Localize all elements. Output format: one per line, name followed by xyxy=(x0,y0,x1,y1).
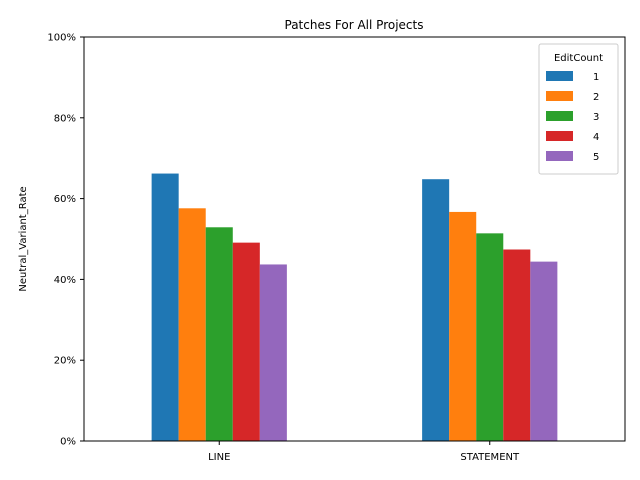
legend-swatch-4 xyxy=(546,131,573,141)
legend-swatch-5 xyxy=(546,151,573,161)
bar-line-editcount-1 xyxy=(151,173,179,441)
legend-swatch-2 xyxy=(546,91,573,101)
legend-title: EditCount xyxy=(554,53,603,64)
bar-line-editcount-5 xyxy=(259,264,287,441)
y-axis-label: Neutral_Variant_Rate xyxy=(18,186,29,291)
y-tick-label: 0% xyxy=(60,437,76,448)
legend-swatch-3 xyxy=(546,111,573,121)
legend-label-5: 5 xyxy=(593,152,599,163)
bar-line-editcount-2 xyxy=(178,208,206,441)
y-tick-label: 80% xyxy=(54,113,76,124)
y-tick-label: 20% xyxy=(54,356,76,367)
x-tick-label-statement: STATEMENT xyxy=(460,452,520,463)
bar-line-editcount-3 xyxy=(205,227,233,441)
legend-label-2: 2 xyxy=(593,92,599,103)
y-axis: 0% 20% 40% 60% 80% 100% xyxy=(47,33,84,448)
bars-layer xyxy=(151,173,558,441)
y-tick-label: 40% xyxy=(54,275,76,286)
legend-items: 1 2 3 4 5 xyxy=(546,71,599,163)
bar-statement-editcount-2 xyxy=(449,211,477,441)
plot-frame xyxy=(83,36,626,442)
x-tick-label-line: LINE xyxy=(208,452,230,463)
legend-swatch-1 xyxy=(546,71,573,81)
bar-statement-editcount-1 xyxy=(422,179,450,441)
x-axis: LINE STATEMENT xyxy=(208,441,520,463)
legend-label-1: 1 xyxy=(593,72,599,83)
bar-statement-editcount-4 xyxy=(503,249,531,441)
bar-statement-editcount-3 xyxy=(476,233,504,441)
bar-line-editcount-4 xyxy=(232,242,260,441)
y-tick-label: 100% xyxy=(47,33,76,44)
legend-label-4: 4 xyxy=(593,132,599,143)
legend-label-3: 3 xyxy=(593,112,599,123)
chart-title: Patches For All Projects xyxy=(285,18,424,32)
legend: EditCount 1 2 3 4 5 xyxy=(538,43,619,175)
bar-statement-editcount-5 xyxy=(530,261,558,441)
y-tick-label: 60% xyxy=(54,194,76,205)
